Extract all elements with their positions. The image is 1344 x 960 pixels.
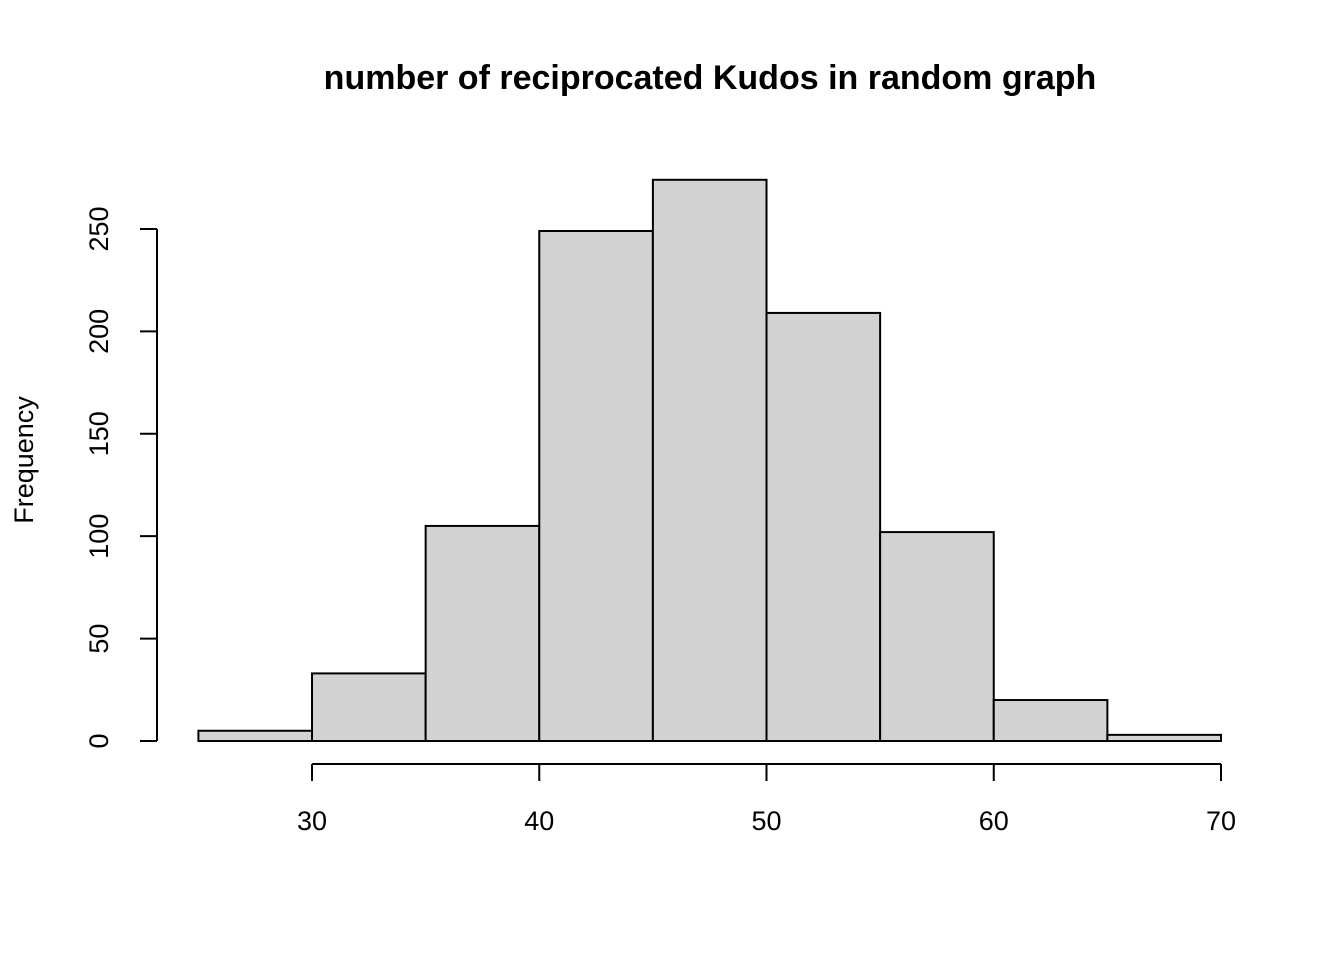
bar — [197, 729, 314, 742]
y-tick-label: 0 — [84, 733, 114, 748]
bar — [311, 672, 427, 742]
bar — [765, 311, 882, 742]
x-tick-label: 70 — [1206, 806, 1236, 836]
x-tick-label: 60 — [979, 806, 1009, 836]
x-tick-label: 40 — [524, 806, 554, 836]
bar — [538, 230, 654, 742]
bar — [651, 178, 768, 743]
bar — [879, 531, 995, 742]
y-tick-label: 100 — [84, 514, 114, 559]
y-tick-label: 50 — [84, 624, 114, 654]
y-tick-label: 200 — [84, 309, 114, 354]
bar — [992, 699, 1109, 743]
x-tick-label: 30 — [297, 806, 327, 836]
chart-title: number of reciprocated Kudos in random g… — [324, 59, 1097, 97]
bar — [1106, 733, 1223, 742]
bar — [424, 524, 541, 742]
y-tick-label: 150 — [84, 411, 114, 456]
x-tick-label: 50 — [751, 806, 781, 836]
y-tick-label: 250 — [84, 206, 114, 251]
y-axis-label: Frequency — [9, 396, 39, 524]
